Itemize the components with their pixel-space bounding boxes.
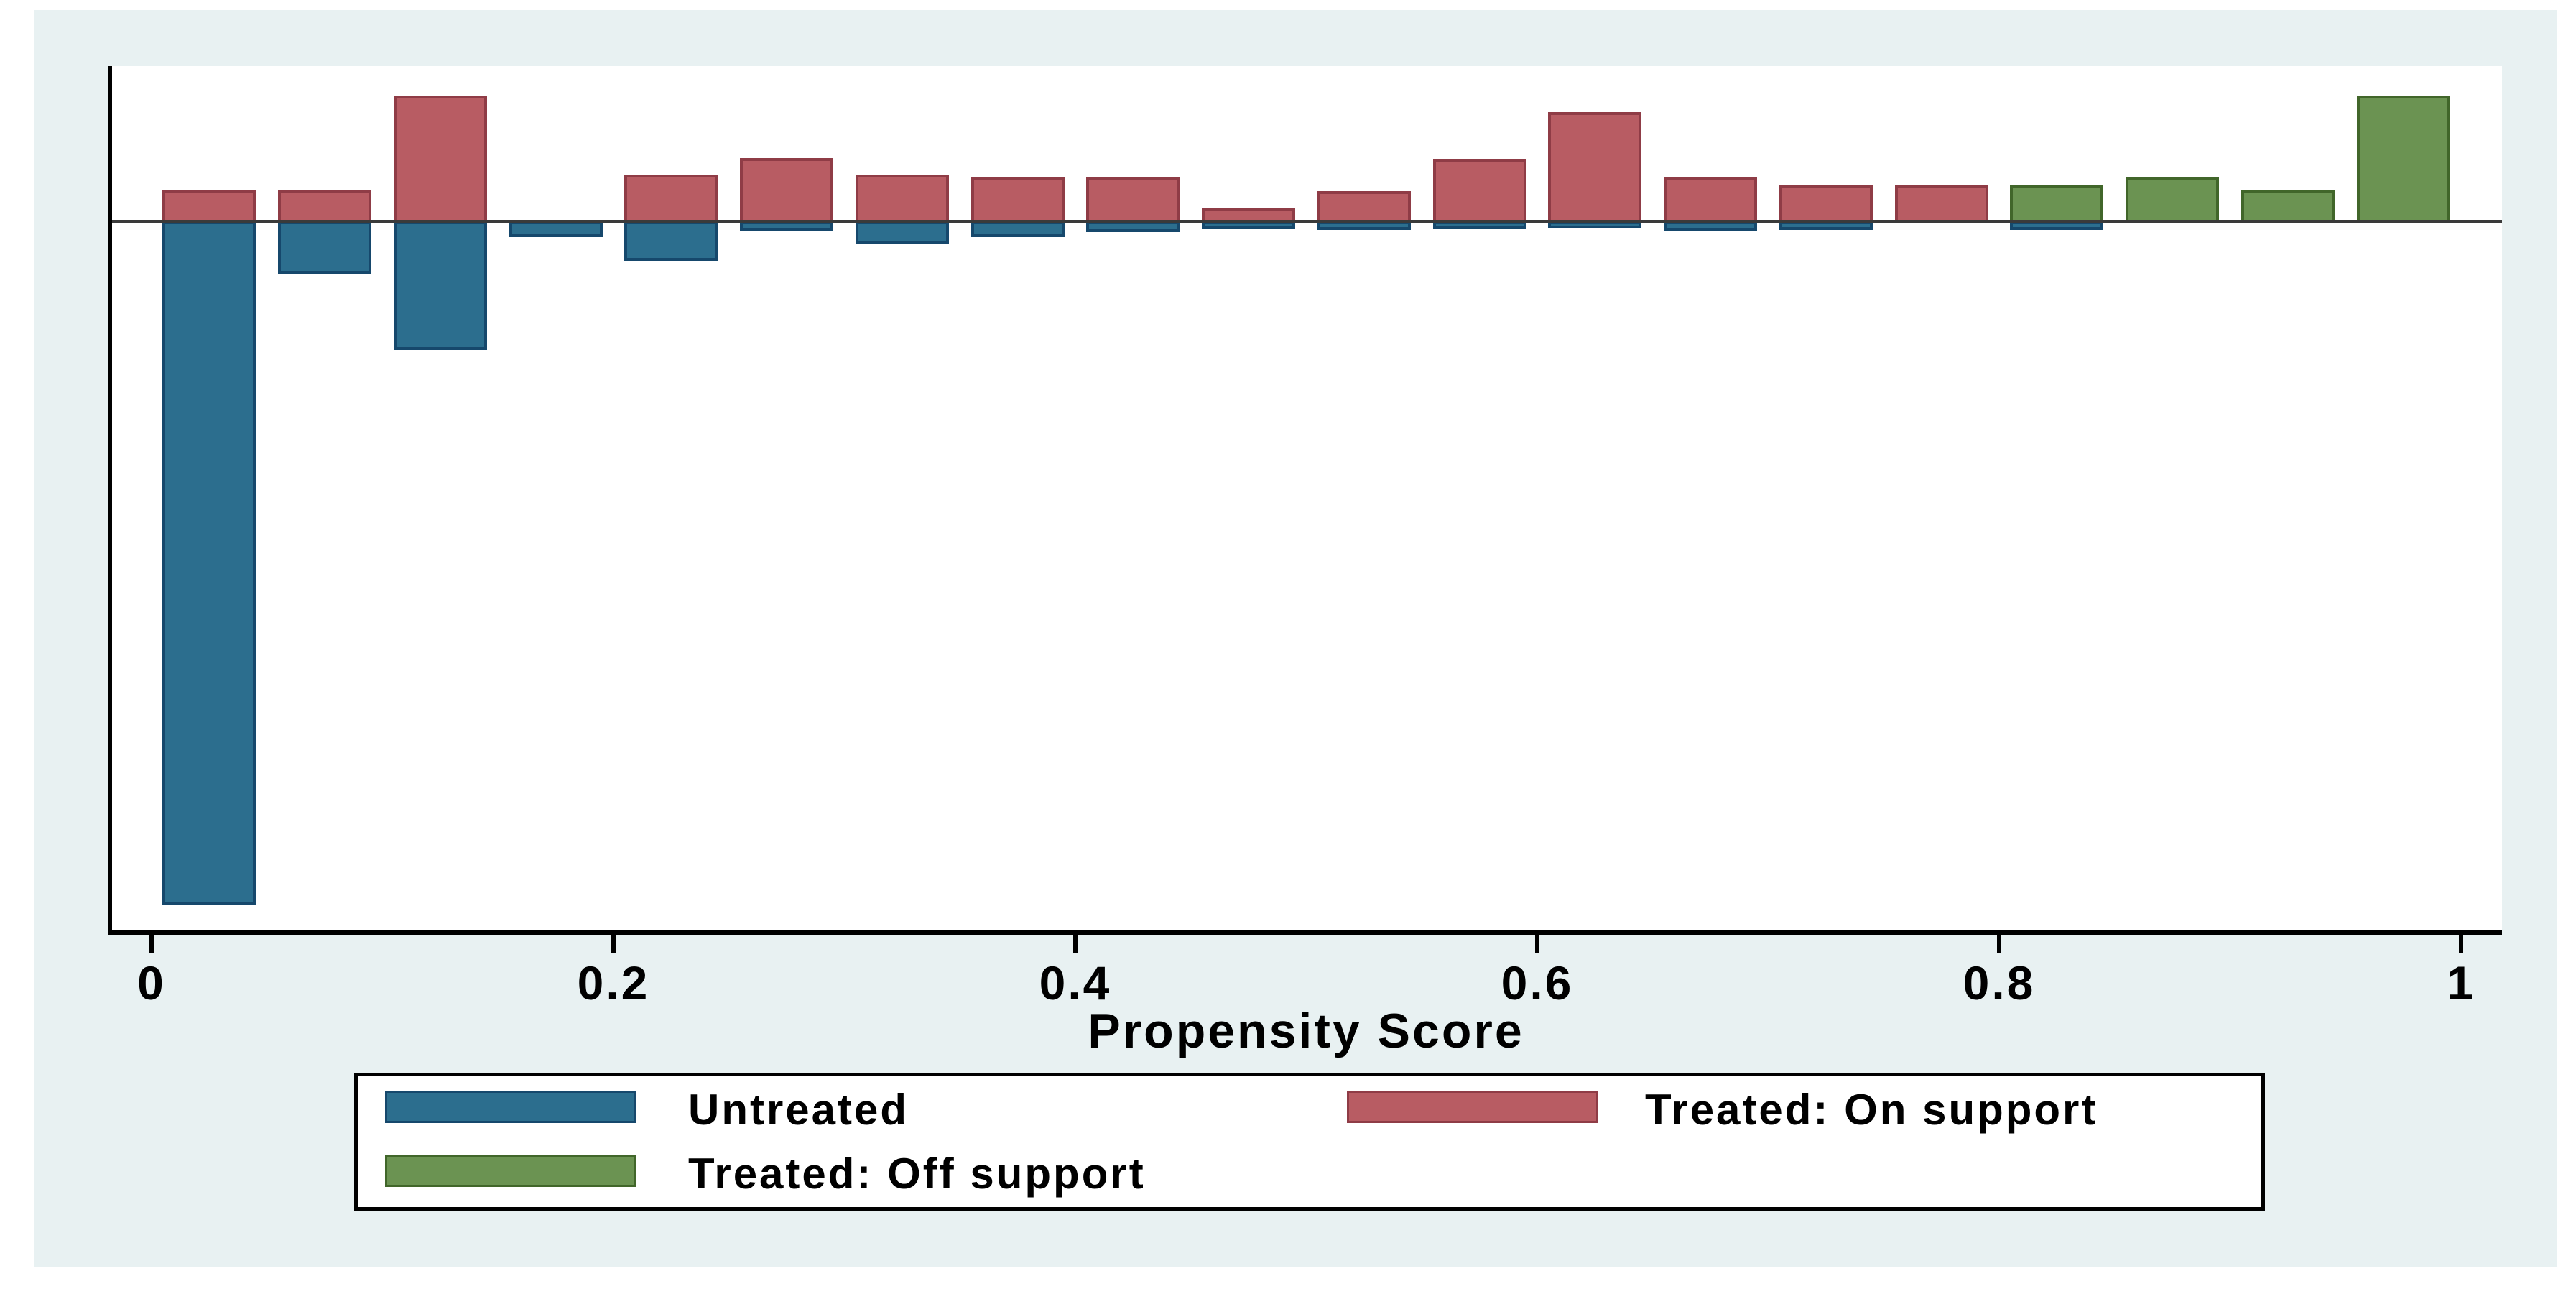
bar-treated-on-bin16 [1895,185,1988,223]
bar-treated-on-bin7 [856,175,949,223]
bar-treated-off-bin17 [2010,185,2103,223]
bar-treated-on-bin1 [162,190,256,223]
x-axis-title: Propensity Score [1088,1004,1524,1058]
bar-treated-on-bin13 [1548,112,1641,223]
bar-treated-on-bin8 [971,177,1065,223]
bar-untreated-bin5 [624,221,718,261]
x-tick-label-0.2: 0.2 [577,956,650,1009]
x-tick-0 [149,935,154,953]
x-tick-label-1: 1 [2447,956,2475,1009]
x-tick-1 [2459,935,2463,953]
plot-area [110,66,2502,932]
bar-untreated-bin2 [278,221,371,274]
bar-treated-on-bin6 [740,158,833,223]
legend [354,1073,2265,1211]
legend-swatch-treated-on [1347,1091,1598,1123]
x-tick-0.2 [611,935,616,953]
bar-treated-on-bin2 [278,190,371,223]
bar-treated-on-bin3 [394,96,487,223]
zero-baseline [110,220,2502,223]
bar-treated-on-bin5 [624,175,718,223]
bar-treated-on-bin9 [1086,177,1180,223]
legend-label-treated-on: Treated: On support [1645,1086,2098,1134]
y-axis-line [108,66,112,935]
legend-swatch-treated-off [385,1155,636,1187]
bar-untreated-bin7 [856,221,949,244]
x-tick-0.8 [1997,935,2001,953]
legend-label-untreated: Untreated [688,1086,909,1134]
bar-treated-on-bin15 [1779,185,1873,223]
bar-treated-on-bin11 [1317,191,1411,223]
legend-label-treated-off: Treated: Off support [688,1150,1146,1198]
bar-untreated-bin4 [509,221,603,237]
bar-untreated-bin8 [971,221,1065,237]
x-tick-label-0.4: 0.4 [1039,956,1112,1009]
x-tick-0.4 [1073,935,1078,953]
x-axis-line [108,930,2502,935]
bar-treated-on-bin14 [1664,177,1757,223]
legend-swatch-untreated [385,1091,636,1123]
x-tick-label-0.8: 0.8 [1963,956,2036,1009]
x-tick-0.6 [1535,935,1539,953]
bar-treated-off-bin20 [2357,96,2450,223]
bar-treated-on-bin12 [1433,159,1526,223]
bar-untreated-bin1 [162,221,256,905]
x-tick-label-0: 0 [137,956,166,1009]
bar-untreated-bin3 [394,221,487,350]
bar-treated-off-bin19 [2241,190,2335,223]
bar-treated-off-bin18 [2126,177,2219,223]
x-tick-label-0.6: 0.6 [1501,956,1574,1009]
